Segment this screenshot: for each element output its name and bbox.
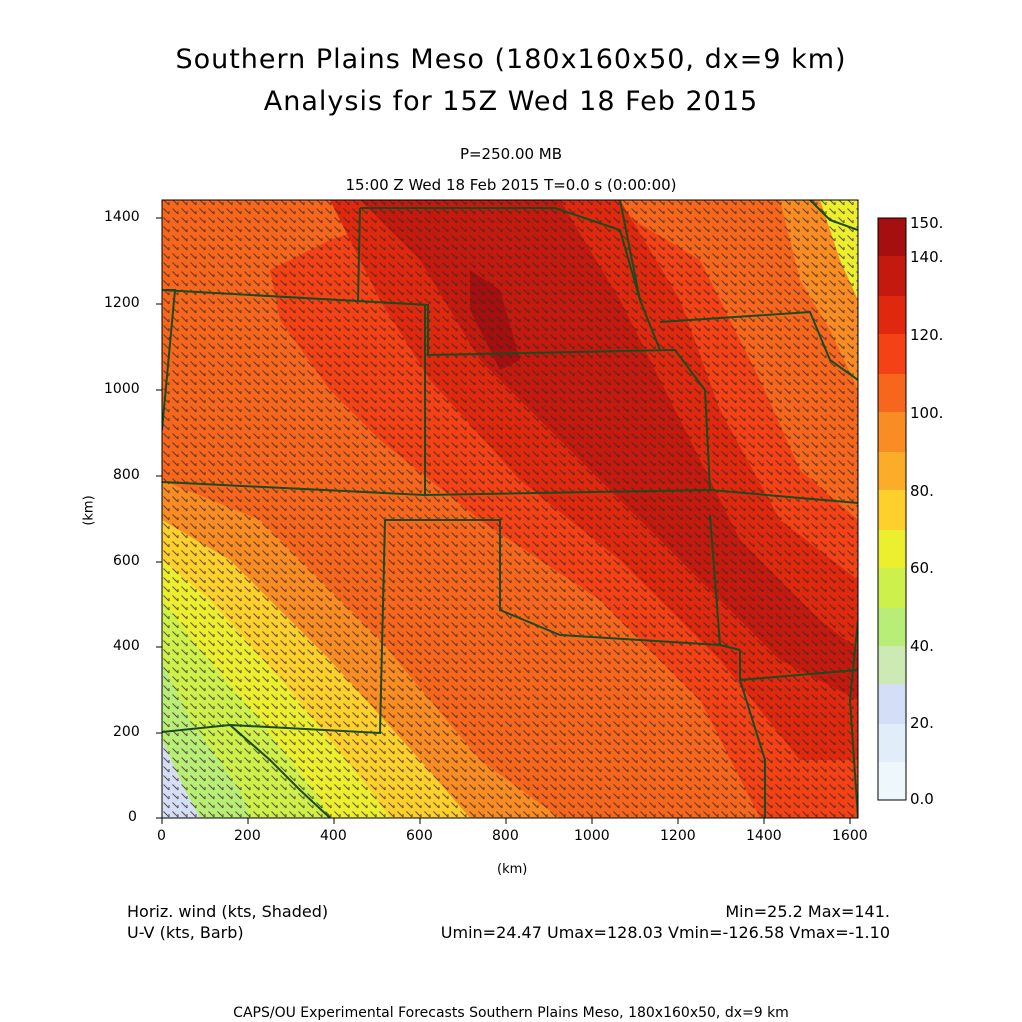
y-tick-label: 600 — [113, 553, 140, 569]
colorbar-label: 150. — [910, 214, 944, 232]
y-tick-label: 200 — [113, 724, 140, 740]
colorbar-label: 140. — [910, 248, 944, 266]
valid-time: 15:00 Z Wed 18 Feb 2015 T=0.0 s (0:00:00… — [345, 176, 677, 194]
y-tick-label: 800 — [113, 467, 140, 483]
x-tick-label: 1000 — [574, 828, 610, 844]
x-axis-label: (km) — [497, 862, 528, 877]
colorbar-label: 0.0 — [910, 790, 934, 808]
x-tick-label: 1600 — [832, 828, 868, 844]
title-line-1: Southern Plains Meso (180x160x50, dx=9 k… — [175, 44, 847, 75]
x-tick-marks — [161, 818, 851, 824]
y-tick-label: 0 — [128, 809, 137, 825]
legend-minmax: Min=25.2 Max=141. — [725, 902, 890, 921]
colorbar-label: 80. — [910, 482, 934, 500]
plot-frame — [161, 199, 859, 819]
colorbar — [877, 217, 907, 801]
y-tick-label: 400 — [113, 638, 140, 654]
pressure-level: P=250.00 MB — [459, 145, 563, 163]
colorbar-label: 40. — [910, 637, 934, 655]
legend-field-shaded: Horiz. wind (kts, Shaded) — [127, 902, 329, 921]
y-tick-marks — [156, 217, 162, 819]
y-axis-label: (km) — [81, 495, 97, 526]
x-tick-label: 0 — [157, 828, 166, 844]
x-tick-label: 200 — [234, 828, 261, 844]
state-boundaries — [162, 200, 858, 818]
legend-uv-minmax: Umin=24.47 Umax=128.03 Vmin=-126.58 Vmax… — [440, 923, 890, 942]
colorbar-label: 20. — [910, 714, 934, 732]
plot-area — [162, 200, 858, 818]
y-tick-label: 1000 — [104, 381, 140, 397]
x-tick-label: 1200 — [660, 828, 696, 844]
x-tick-label: 1400 — [746, 828, 782, 844]
x-tick-label: 800 — [492, 828, 519, 844]
footer-credit: CAPS/OU Experimental Forecasts Southern … — [233, 1005, 789, 1021]
colorbar-label: 60. — [910, 559, 934, 577]
x-tick-label: 600 — [406, 828, 433, 844]
title-line-2: Analysis for 15Z Wed 18 Feb 2015 — [263, 86, 759, 117]
y-tick-label: 1400 — [104, 209, 140, 225]
y-tick-label: 1200 — [104, 295, 140, 311]
colorbar-label: 100. — [910, 404, 944, 422]
colorbar-label: 120. — [910, 326, 944, 344]
wind-barbs — [162, 200, 858, 818]
x-tick-label: 400 — [320, 828, 347, 844]
legend-field-barb: U-V (kts, Barb) — [127, 923, 244, 942]
